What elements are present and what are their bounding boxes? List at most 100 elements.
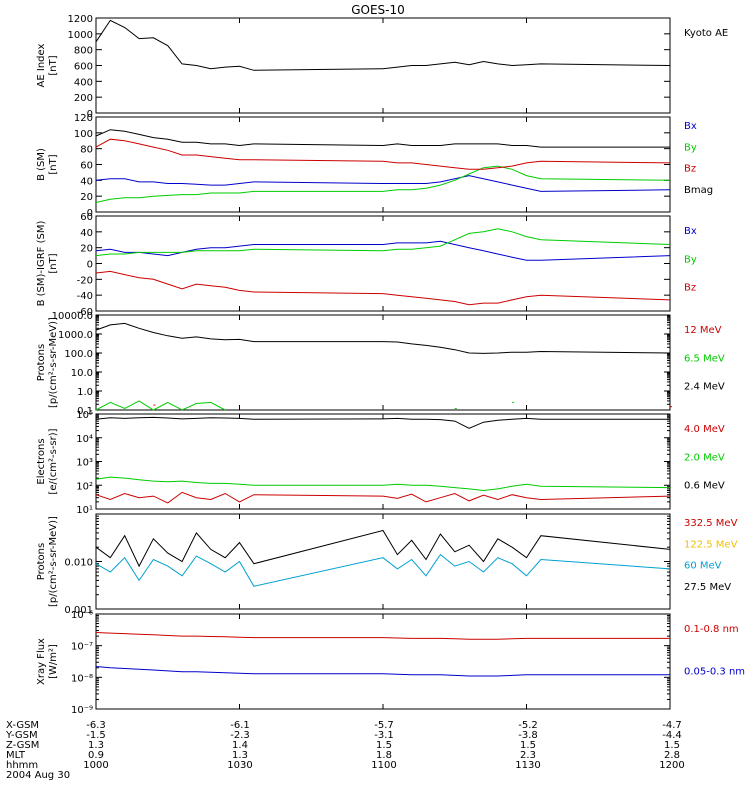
y-tick-label: 10⁵ bbox=[76, 410, 93, 421]
y-axis-label: Xray Flux bbox=[36, 638, 47, 685]
y-tick-label: 10⁻⁶ bbox=[71, 610, 93, 621]
y-tick-label: 80 bbox=[80, 145, 93, 156]
series-line-bz bbox=[95, 270, 671, 306]
legend-label: By bbox=[684, 254, 697, 265]
legend-label: 4.0 MeV bbox=[684, 424, 725, 435]
legend-label: Bz bbox=[684, 164, 696, 175]
ephemeris-value: 1.3 bbox=[88, 740, 104, 751]
ephemeris-value: 1130 bbox=[515, 760, 540, 771]
panel-frame bbox=[95, 17, 671, 114]
y-tick-label: 0 bbox=[87, 109, 93, 120]
series-line-kyoto-ae bbox=[95, 19, 671, 71]
y-tick-label: 10000.0 bbox=[52, 311, 93, 322]
y-tick-label: 400 bbox=[74, 77, 93, 88]
y-tick-label: 0 bbox=[87, 208, 93, 219]
y-tick-label: 0 bbox=[87, 260, 93, 271]
series-line-2-0-mev bbox=[95, 476, 671, 492]
panel-5: 10¹ 10² 10³ 10⁴ 10⁵ Electrons [e/(cm²-s-sr)] 4.… bbox=[36, 410, 725, 516]
legend-label: By bbox=[684, 142, 697, 153]
ephemeris-value: 1000 bbox=[83, 760, 108, 771]
y-tick-label: 1000.0 bbox=[58, 330, 93, 341]
series-line-by bbox=[95, 228, 671, 257]
y-tick-label: 600 bbox=[74, 62, 93, 73]
panel-frame bbox=[95, 613, 671, 710]
ephemeris-value: -6.1 bbox=[230, 720, 250, 731]
panel-3: -60 -40 -20 0 20 40 60 B (SM)-IGRF (SM) [nT] Bx By… bbox=[36, 212, 697, 318]
y-tick-label: 0.001 bbox=[64, 605, 93, 616]
ephemeris-value: -3.8 bbox=[518, 730, 538, 741]
series-line-bx bbox=[95, 240, 671, 261]
y-axis-label: Electrons bbox=[36, 438, 47, 484]
y-tick-label: 1200 bbox=[68, 14, 93, 25]
series-line-0-1-0-8-nm bbox=[95, 632, 670, 640]
ephemeris-value: -5.2 bbox=[518, 720, 538, 731]
ephemeris-value: 1.8 bbox=[376, 750, 392, 761]
panel-frame bbox=[95, 413, 671, 510]
ephemeris-value: 1030 bbox=[227, 760, 252, 771]
ephemeris-value: -5.7 bbox=[374, 720, 394, 731]
legend-label: 0.6 MeV bbox=[684, 481, 725, 492]
ephemeris-value: 1.5 bbox=[664, 740, 680, 751]
panel-6: 0.001 0.010 Protons [p/(cm²-s-sr-MeV)] 332.5… bbox=[36, 513, 738, 616]
y-tick-label: 40 bbox=[80, 176, 93, 187]
panel-7: 10⁻⁹ 10⁻⁸ 10⁻⁷ 10⁻⁶ Xray Flux [W/m²] 0.1-0.8 n… bbox=[36, 610, 745, 716]
ephemeris-value: 1200 bbox=[659, 760, 684, 771]
y-tick-label: 0.010 bbox=[64, 558, 93, 569]
series-line-4-0-mev bbox=[95, 491, 671, 504]
series-line-bx bbox=[95, 175, 671, 192]
y-axis-label: [p/(cm²-s-sr-MeV)] bbox=[48, 317, 59, 408]
y-axis-label: B (SM)-IGRF (SM) bbox=[36, 221, 47, 307]
series-line-2-4-mev bbox=[95, 322, 671, 354]
y-tick-label: 10⁴ bbox=[76, 434, 93, 445]
legend-label: 332.5 MeV bbox=[684, 518, 738, 529]
y-tick-label: 10.0 bbox=[71, 368, 93, 379]
chart-title: GOES-10 bbox=[351, 3, 405, 17]
legend-label: 2.0 MeV bbox=[684, 452, 725, 463]
y-axis-label: [nT] bbox=[48, 55, 59, 75]
legend-label: 27.5 MeV bbox=[684, 582, 731, 593]
ephemeris-value: 2.3 bbox=[520, 750, 536, 761]
y-axis-label: AE Index bbox=[36, 43, 47, 87]
legend-label: Bx bbox=[684, 121, 697, 132]
ephemeris-value: 0.9 bbox=[88, 750, 104, 761]
legend-label: Kyoto AE bbox=[684, 28, 728, 39]
series-line-6-5-mev bbox=[95, 400, 226, 411]
legend-label: 122.5 MeV bbox=[684, 539, 738, 550]
panel-1: 0 200 400 600 800 1000 1200 AE Index [nT] Kyoto A… bbox=[36, 14, 728, 120]
panel-2: 0 20 40 60 80 100 120 B (SM) [nT] Bx By Bz Bmag bbox=[36, 113, 713, 219]
series-line-bmag bbox=[95, 129, 670, 148]
ephemeris-value: -4.4 bbox=[662, 730, 682, 741]
y-tick-label: 100 bbox=[74, 129, 93, 140]
ephemeris-row-label: X-GSM bbox=[6, 720, 39, 731]
ephemeris-value: 1100 bbox=[371, 760, 396, 771]
ephemeris-row-label: Z-GSM bbox=[6, 740, 39, 751]
ephemeris-value: -3.1 bbox=[374, 730, 394, 741]
y-axis-label: [nT] bbox=[48, 154, 59, 174]
y-axis-label: [W/m²] bbox=[48, 644, 59, 679]
y-axis-label: [p/(cm²-s-sr-MeV)] bbox=[48, 516, 59, 607]
legend-label: 60 MeV bbox=[684, 561, 722, 572]
legend-label: Bmag bbox=[684, 185, 713, 196]
legend-label: 2.4 MeV bbox=[684, 382, 725, 393]
y-axis-label: Protons bbox=[36, 344, 47, 381]
ephemeris-row-label: Y-GSM bbox=[5, 730, 38, 741]
series-line-60-mev bbox=[95, 553, 671, 587]
y-tick-label: 120 bbox=[74, 113, 93, 124]
ephemeris-footer: X-GSM -6.3 -6.1 -5.7 -5.2 -4.7 Y-GSM -1.5 -2.3 -3… bbox=[5, 720, 685, 781]
ephemeris-value: 1.4 bbox=[232, 740, 248, 751]
y-tick-label: 10³ bbox=[76, 458, 93, 469]
legend-label: Bx bbox=[684, 226, 697, 237]
y-tick-label: 60 bbox=[80, 212, 93, 223]
y-axis-label: Protons bbox=[36, 543, 47, 580]
ephemeris-value: -4.7 bbox=[662, 720, 682, 731]
y-tick-label: 0.1 bbox=[77, 406, 93, 417]
series-line-0-05-0-3-nm bbox=[95, 666, 670, 677]
y-tick-label: 200 bbox=[74, 93, 93, 104]
series-line-0-6-mev bbox=[95, 416, 670, 429]
ephemeris-row-label: hhmm bbox=[6, 760, 38, 771]
ephemeris-value: 2.8 bbox=[664, 750, 680, 761]
legend-label: 6.5 MeV bbox=[684, 353, 725, 364]
y-tick-label: 10¹ bbox=[76, 505, 93, 516]
series-line-bz bbox=[95, 138, 671, 170]
